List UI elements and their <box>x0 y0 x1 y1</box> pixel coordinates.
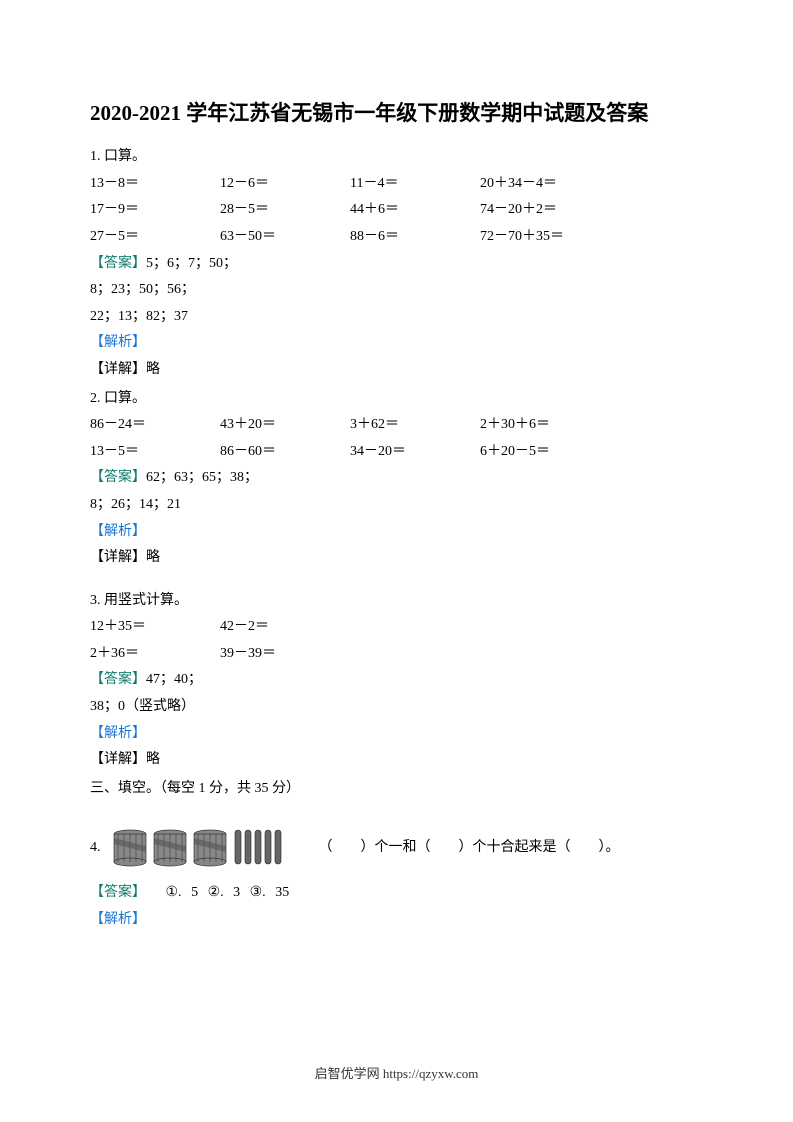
q1-detail-label: 【详解】略 <box>90 357 703 384</box>
calc-cell: 17－9＝ <box>90 197 220 224</box>
calc-cell: 72－70＋35＝ <box>480 224 640 251</box>
q2-label: 2. 口算。 <box>90 386 703 413</box>
calc-cell: 13－8＝ <box>90 171 220 198</box>
q1-answer-line-1: 8；23；50；56； <box>90 277 703 304</box>
q2-detail-label: 【详解】略 <box>90 545 703 572</box>
circle-2-val: 3 <box>233 885 240 900</box>
calc-cell: 44＋6＝ <box>350 197 480 224</box>
q3-answer-line-0: 【答案】47；40； <box>90 667 703 694</box>
calc-cell: 28－5＝ <box>220 197 350 224</box>
circle-3-val: 35 <box>275 885 289 900</box>
page-footer: 启智优学网 https://qzyxw.com <box>0 1063 793 1082</box>
answer-label: 【答案】 <box>90 885 146 900</box>
answer-label: 【答案】 <box>90 470 146 485</box>
page-title: 2020-2021 学年江苏省无锡市一年级下册数学期中试题及答案 <box>90 90 703 136</box>
calc-cell: 86－24＝ <box>90 412 220 439</box>
calc-cell: 27－5＝ <box>90 224 220 251</box>
q3-detail-label: 【详解】略 <box>90 747 703 774</box>
calc-cell: 2＋30＋6＝ <box>480 412 640 439</box>
calc-cell: 11－4＝ <box>350 171 480 198</box>
q3-analysis-label: 【解析】 <box>90 721 703 748</box>
calc-cell: 12＋35＝ <box>90 614 220 641</box>
calc-cell: 39－39＝ <box>220 641 350 668</box>
calc-cell: 6＋20－5＝ <box>480 439 640 466</box>
circle-2-num: ②. <box>208 880 224 907</box>
q4-text: （ ）个一和（ ）个十合起来是（ ）。 <box>319 835 704 862</box>
q2-answer-line-0: 【答案】62；63；65；38； <box>90 465 703 492</box>
q3-label: 3. 用竖式计算。 <box>90 588 703 615</box>
q2-answer-line-1: 8；26；14；21 <box>90 492 703 519</box>
q4-answer-circles: ①. 5 ②. 3 ③. 35 <box>160 885 290 900</box>
q1-answer-line-2: 22；13；82；37 <box>90 304 703 331</box>
answer-text: 5；6；7；50； <box>146 256 237 271</box>
q1-row-0: 13－8＝ 12－6＝ 11－4＝ 20＋34－4＝ <box>90 171 703 198</box>
calc-cell: 88－6＝ <box>350 224 480 251</box>
calc-cell: 43＋20＝ <box>220 412 350 439</box>
circle-3-num: ③. <box>250 880 266 907</box>
q4-row: 4. <box>90 826 703 870</box>
q3-answer-line-1: 38；0（竖式略） <box>90 694 703 721</box>
calc-cell: 86－60＝ <box>220 439 350 466</box>
answer-text: 62；63；65；38； <box>146 470 258 485</box>
calc-cell: 34－20＝ <box>350 439 480 466</box>
q2-row-1: 13－5＝ 86－60＝ 34－20＝ 6＋20－5＝ <box>90 439 703 466</box>
sticks-icon <box>107 826 307 870</box>
answer-text: 47；40； <box>146 672 202 687</box>
q1-analysis-label: 【解析】 <box>90 330 703 357</box>
section3-header: 三、填空。（每空 1 分，共 35 分） <box>90 776 703 803</box>
calc-cell: 63－50＝ <box>220 224 350 251</box>
calc-cell: 12－6＝ <box>220 171 350 198</box>
answer-label: 【答案】 <box>90 256 146 271</box>
sticks-image <box>107 826 307 870</box>
q1-row-2: 27－5＝ 63－50＝ 88－6＝ 72－70＋35＝ <box>90 224 703 251</box>
q2-row-0: 86－24＝ 43＋20＝ 3＋62＝ 2＋30＋6＝ <box>90 412 703 439</box>
q4-answer-line: 【答案】 ①. 5 ②. 3 ③. 35 <box>90 880 703 907</box>
circle-1-val: 5 <box>191 885 198 900</box>
q3-row-0: 12＋35＝ 42－2＝ <box>90 614 703 641</box>
calc-cell: 42－2＝ <box>220 614 350 641</box>
calc-cell: 2＋36＝ <box>90 641 220 668</box>
calc-cell: 3＋62＝ <box>350 412 480 439</box>
answer-label: 【答案】 <box>90 672 146 687</box>
circle-1-num: ①. <box>166 880 182 907</box>
calc-cell: 74－20＋2＝ <box>480 197 640 224</box>
q1-answer-line-0: 【答案】5；6；7；50； <box>90 251 703 278</box>
q4-label: 4. <box>90 835 101 862</box>
q2-analysis-label: 【解析】 <box>90 519 703 546</box>
q1-label: 1. 口算。 <box>90 144 703 171</box>
q1-row-1: 17－9＝ 28－5＝ 44＋6＝ 74－20＋2＝ <box>90 197 703 224</box>
q3-row-1: 2＋36＝ 39－39＝ <box>90 641 703 668</box>
calc-cell: 20＋34－4＝ <box>480 171 640 198</box>
calc-cell: 13－5＝ <box>90 439 220 466</box>
q4-analysis-label: 【解析】 <box>90 907 703 934</box>
